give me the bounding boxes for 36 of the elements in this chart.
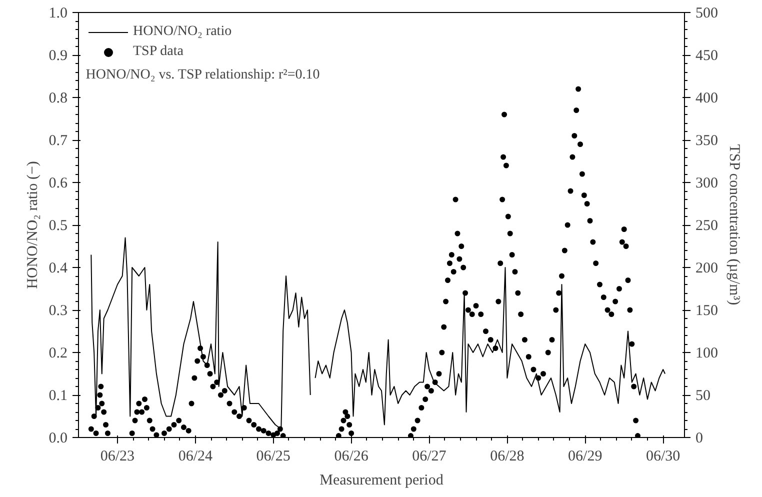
- y-tick-label: 0.1: [48, 388, 68, 404]
- y-tick-label: 0.6: [48, 176, 68, 192]
- y2-tick-label: 0: [696, 430, 703, 446]
- y-axis-title: HONO/NO₂ ratio (−): [24, 161, 41, 289]
- legend-label: HONO/NO₂ ratio: [133, 24, 232, 40]
- y-tick-label: 0.0: [48, 430, 68, 446]
- x-tick-label: 06/26: [334, 448, 369, 464]
- y-tick-label: 0.2: [48, 346, 68, 362]
- y2-tick-label: 100: [696, 346, 718, 362]
- y2-tick-label: 450: [696, 48, 718, 64]
- y2-tick-label: 200: [696, 260, 718, 276]
- x-tick-label: 06/29: [568, 448, 602, 464]
- x-tick-label: 06/30: [646, 448, 680, 464]
- y-tick-label: 0.4: [48, 260, 68, 276]
- x-tick-label: 06/28: [490, 448, 524, 464]
- y-tick-label: 1.0: [48, 6, 68, 22]
- x-tick-label: 06/23: [100, 448, 135, 464]
- y-tick-label: 0.8: [48, 90, 68, 106]
- x-tick-label: 06/24: [178, 448, 213, 464]
- y2-tick-label: 250: [696, 218, 718, 234]
- y-tick-label: 0.9: [48, 48, 68, 64]
- y2-tick-label: 50: [696, 388, 710, 404]
- y2-axis-title: TSP concentration (µg/m³): [726, 144, 742, 306]
- x-tick-label: 06/25: [256, 448, 290, 464]
- y2-tick-label: 400: [696, 90, 718, 106]
- y2-tick-label: 500: [696, 6, 718, 22]
- y-tick-label: 0.5: [48, 218, 68, 234]
- annotation: HONO/NO₂ vs. TSP relationship: r²=0.10: [86, 68, 320, 83]
- y-tick-label: 0.3: [48, 303, 68, 319]
- legend-label: TSP data: [133, 44, 184, 60]
- y2-tick-label: 300: [696, 176, 718, 192]
- y2-tick-label: 350: [696, 133, 718, 149]
- y2-tick-label: 150: [696, 303, 718, 319]
- x-axis-title: Measurement period: [320, 472, 444, 488]
- y-tick-label: 0.7: [48, 133, 68, 149]
- x-tick-label: 06/27: [412, 448, 447, 464]
